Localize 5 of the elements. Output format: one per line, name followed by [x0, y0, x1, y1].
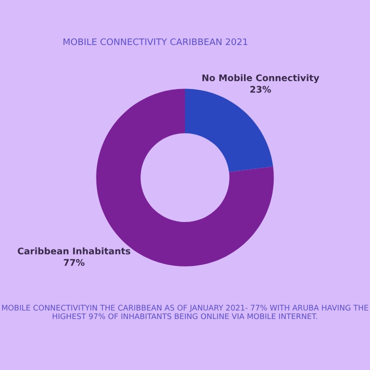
chart-title: MOBILE CONNECTIVITY CARIBBEAN 2021: [64, 38, 248, 46]
data-label: 23%: [250, 86, 271, 93]
data-label: 77%: [64, 259, 85, 266]
slice-label: No Mobile Connectivity: [202, 74, 320, 84]
slice-label: Caribbean Inhabitants: [18, 247, 130, 254]
